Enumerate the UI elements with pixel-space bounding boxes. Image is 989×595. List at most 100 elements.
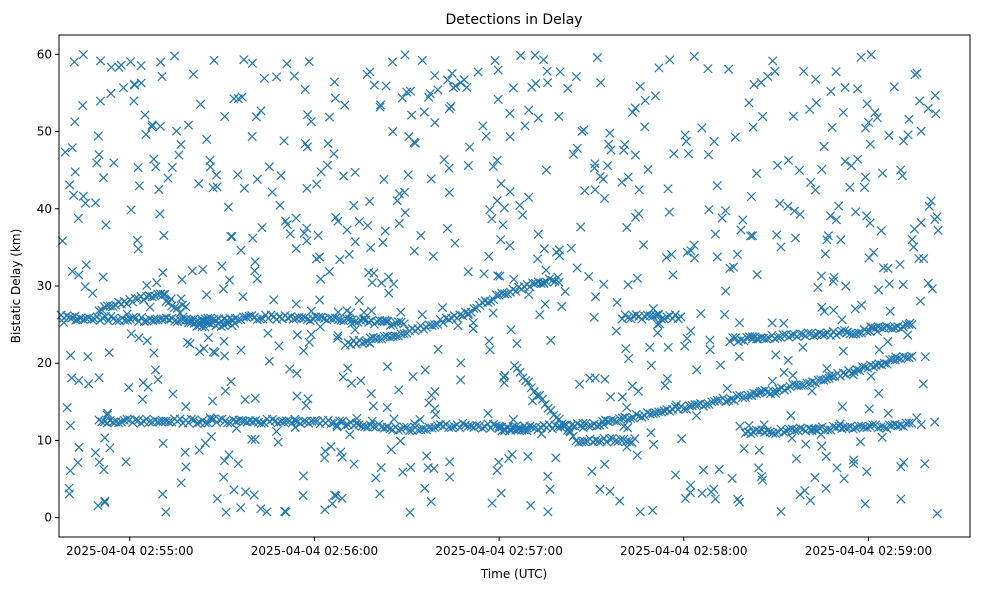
- detection-point: [484, 251, 494, 261]
- detection-point: [897, 171, 908, 181]
- detection-point: [516, 50, 526, 61]
- detection-point: [413, 425, 423, 435]
- detection-point: [795, 423, 805, 433]
- detection-point: [177, 274, 187, 285]
- detection-point: [330, 93, 341, 103]
- detection-point: [240, 394, 250, 405]
- detection-point: [773, 160, 783, 170]
- detection-point: [505, 187, 515, 197]
- detection-point: [287, 418, 297, 428]
- detection-point: [662, 312, 672, 322]
- detection-point: [543, 78, 553, 88]
- detection-point: [57, 236, 68, 246]
- detection-point: [865, 139, 875, 149]
- detection-point: [382, 402, 392, 413]
- detection-point: [220, 416, 230, 426]
- detection-point: [367, 278, 377, 288]
- detection-point: [845, 182, 855, 192]
- detection-point: [553, 272, 563, 282]
- detection-point: [125, 314, 136, 324]
- detection-point: [106, 311, 116, 322]
- detection-point: [496, 488, 506, 498]
- detection-point: [767, 318, 777, 328]
- detection-point: [633, 386, 644, 396]
- detection-point: [340, 421, 350, 431]
- detection-point: [759, 420, 769, 430]
- detection-point: [879, 422, 889, 432]
- detection-point: [168, 389, 178, 399]
- detection-point: [574, 379, 585, 389]
- detection-point: [709, 396, 720, 407]
- detection-point: [645, 409, 655, 419]
- detection-point: [281, 416, 292, 426]
- detection-point: [323, 138, 333, 149]
- detection-point: [394, 189, 405, 199]
- detection-point: [217, 261, 227, 271]
- detection-point: [98, 173, 109, 183]
- detection-point: [508, 414, 519, 425]
- detection-point: [727, 473, 737, 484]
- detection-point: [487, 498, 497, 508]
- detection-point: [145, 302, 155, 312]
- detection-point: [456, 358, 466, 368]
- detection-point: [823, 424, 833, 435]
- detection-point: [445, 457, 455, 467]
- detection-point: [151, 162, 161, 172]
- detection-point: [229, 485, 239, 495]
- detection-point: [839, 474, 849, 484]
- detection-point: [630, 434, 640, 444]
- detection-point: [746, 191, 757, 202]
- detection-point: [842, 422, 853, 433]
- detection-point: [167, 301, 177, 311]
- plot-frame: [58, 34, 971, 538]
- detection-point: [572, 143, 582, 153]
- detection-point: [83, 379, 94, 389]
- detection-point: [635, 507, 645, 517]
- detection-point: [309, 416, 320, 426]
- detection-point: [831, 215, 841, 225]
- detection-point: [98, 272, 108, 282]
- detection-point: [882, 359, 892, 369]
- detection-point: [399, 319, 409, 329]
- detection-point: [757, 475, 768, 485]
- detection-point: [84, 313, 94, 323]
- detection-point: [721, 396, 731, 407]
- detection-point: [424, 398, 434, 408]
- detection-point: [930, 417, 940, 427]
- detection-point: [365, 420, 376, 430]
- detection-point: [388, 319, 398, 330]
- detection-point: [384, 288, 394, 298]
- detection-point: [351, 339, 362, 349]
- detection-point: [748, 122, 758, 132]
- detection-point: [854, 421, 864, 431]
- detection-point: [247, 434, 257, 444]
- detection-point: [909, 242, 919, 252]
- detection-point: [172, 303, 182, 313]
- detection-point: [646, 428, 656, 438]
- detection-point: [725, 263, 735, 274]
- detection-point: [304, 57, 314, 67]
- detection-point: [264, 162, 275, 172]
- detection-point: [387, 57, 398, 67]
- detection-point: [78, 191, 89, 201]
- detection-point: [717, 213, 727, 223]
- detection-point: [681, 136, 691, 146]
- detection-point: [194, 320, 205, 331]
- detection-point: [703, 64, 713, 74]
- detection-point: [778, 330, 788, 340]
- detection-point: [404, 426, 415, 436]
- detection-point: [566, 243, 576, 253]
- detection-point: [175, 308, 185, 318]
- detection-point: [931, 109, 941, 119]
- detection-point: [202, 134, 212, 144]
- detection-point: [838, 346, 849, 356]
- detection-point: [472, 420, 482, 430]
- detection-point: [525, 282, 535, 292]
- detection-point: [747, 231, 758, 241]
- detection-point: [155, 289, 166, 299]
- detection-point: [306, 329, 316, 340]
- detection-point: [354, 217, 365, 227]
- detection-point: [389, 279, 399, 289]
- detection-point: [645, 342, 655, 353]
- detection-point: [720, 205, 731, 216]
